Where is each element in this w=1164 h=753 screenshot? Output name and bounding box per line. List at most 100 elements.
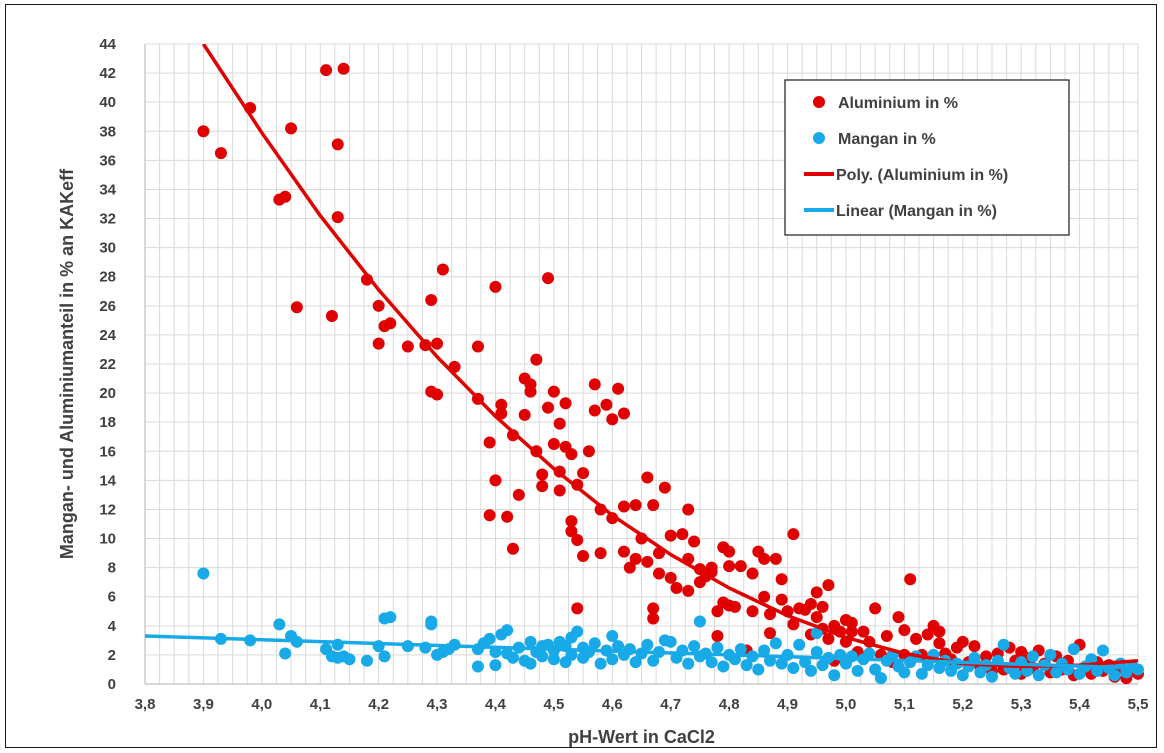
- aluminium-point: [530, 353, 543, 366]
- mangan-point: [915, 667, 928, 680]
- mangan-point: [717, 660, 730, 673]
- y-tick-label: 26: [99, 298, 116, 315]
- mangan-point: [594, 657, 607, 670]
- mangan-point: [571, 625, 584, 638]
- aluminium-point: [682, 584, 695, 597]
- mangan-point: [752, 663, 765, 676]
- mangan-point: [828, 669, 841, 682]
- aluminium-point: [892, 611, 905, 624]
- legend: Aluminium in % Mangan in % Poly. (Aluminiu…: [784, 79, 1070, 236]
- aluminium-point: [869, 602, 882, 615]
- y-tick-labels: 0246810121416182022242628303234363840424…: [99, 36, 116, 693]
- x-tick-label: 4,8: [719, 696, 740, 713]
- aluminium-point: [518, 408, 531, 421]
- aluminium-point: [775, 573, 788, 586]
- aluminium-point: [594, 547, 607, 560]
- y-tick-label: 12: [99, 501, 116, 518]
- mangan-point: [799, 656, 812, 669]
- mangan-point: [682, 657, 695, 670]
- aluminium-point: [536, 480, 549, 493]
- mangan-point: [851, 664, 864, 677]
- aluminium-point: [629, 499, 642, 512]
- mangan-point: [898, 666, 911, 679]
- aluminium-point: [483, 436, 496, 449]
- aluminium-point: [822, 632, 835, 645]
- x-tick-label: 4,1: [310, 696, 331, 713]
- aluminium-point: [331, 138, 344, 151]
- mangan-point: [956, 669, 969, 682]
- mangan-point: [1108, 669, 1121, 682]
- aluminium-point: [542, 272, 555, 285]
- aluminium-point: [653, 567, 666, 580]
- mangan-point: [1044, 648, 1057, 661]
- aluminium-point: [845, 616, 858, 629]
- x-tick-label: 4,3: [427, 696, 448, 713]
- x-axis-title: pH-Wert in CaCl2: [568, 727, 715, 747]
- aluminium-point: [431, 337, 444, 350]
- aluminium-point: [524, 378, 537, 391]
- aluminium-point: [501, 510, 514, 523]
- legend-label: Poly. (Aluminium in %): [836, 167, 1008, 184]
- y-tick-label: 44: [99, 36, 116, 53]
- x-tick-label: 5,3: [1011, 696, 1032, 713]
- mangan-point: [279, 647, 292, 660]
- y-tick-label: 30: [99, 240, 116, 257]
- aluminium-point: [758, 552, 771, 565]
- aluminium-point: [682, 503, 695, 516]
- aluminium-point: [600, 398, 613, 411]
- aluminium-point: [880, 630, 893, 642]
- mangan-point: [647, 654, 660, 667]
- aluminium-point: [711, 630, 724, 642]
- aluminium-point: [571, 534, 584, 546]
- aluminium-point: [436, 263, 449, 276]
- aluminium-point: [320, 64, 333, 77]
- aluminium-point: [647, 499, 660, 512]
- mangan-point: [378, 650, 391, 663]
- mangan-point: [524, 635, 537, 648]
- aluminium-point: [588, 378, 601, 391]
- aluminium-point: [290, 301, 303, 314]
- aluminium-point: [658, 481, 671, 494]
- y-tick-label: 42: [99, 65, 116, 82]
- mangan-point: [536, 650, 549, 663]
- aluminium-point: [325, 310, 338, 322]
- grid: [144, 43, 1139, 685]
- aluminium-point: [577, 550, 590, 562]
- mangan-point: [1067, 643, 1080, 656]
- mangan-point: [565, 648, 578, 661]
- aluminium-point: [542, 401, 555, 414]
- aluminium-point: [775, 593, 788, 606]
- aluminium-point: [285, 122, 298, 135]
- mangan-point: [1032, 669, 1045, 682]
- mangan-point: [874, 672, 887, 685]
- mangan-point: [1096, 644, 1109, 657]
- mangan-point: [629, 656, 642, 669]
- aluminium-point: [582, 445, 595, 458]
- x-tick-label: 4,9: [777, 696, 798, 713]
- aluminium-point: [506, 542, 519, 555]
- x-tick-label: 4,2: [368, 696, 389, 713]
- mangan-point: [384, 611, 397, 624]
- x-tick-label: 3,9: [193, 696, 214, 713]
- aluminium-point: [617, 500, 630, 513]
- mangan-point: [1050, 666, 1063, 679]
- mangan-point: [343, 653, 356, 666]
- aluminium-point: [565, 448, 578, 461]
- aluminium-point: [647, 612, 660, 625]
- mangan-point: [705, 656, 718, 669]
- mangan-point: [641, 638, 654, 651]
- mangan-point: [506, 651, 519, 664]
- aluminium-point: [512, 488, 525, 501]
- aluminium-point: [723, 560, 736, 573]
- aluminium-point: [483, 509, 496, 522]
- aluminium-point: [401, 340, 414, 353]
- aluminium-point: [764, 627, 777, 640]
- aluminium-point: [331, 211, 344, 224]
- aluminium-point: [606, 413, 619, 426]
- mangan-point: [664, 635, 677, 648]
- mangan-point: [524, 657, 537, 670]
- mangan-point: [734, 643, 747, 656]
- aluminium-point: [845, 625, 858, 638]
- x-tick-label: 3,8: [135, 696, 156, 713]
